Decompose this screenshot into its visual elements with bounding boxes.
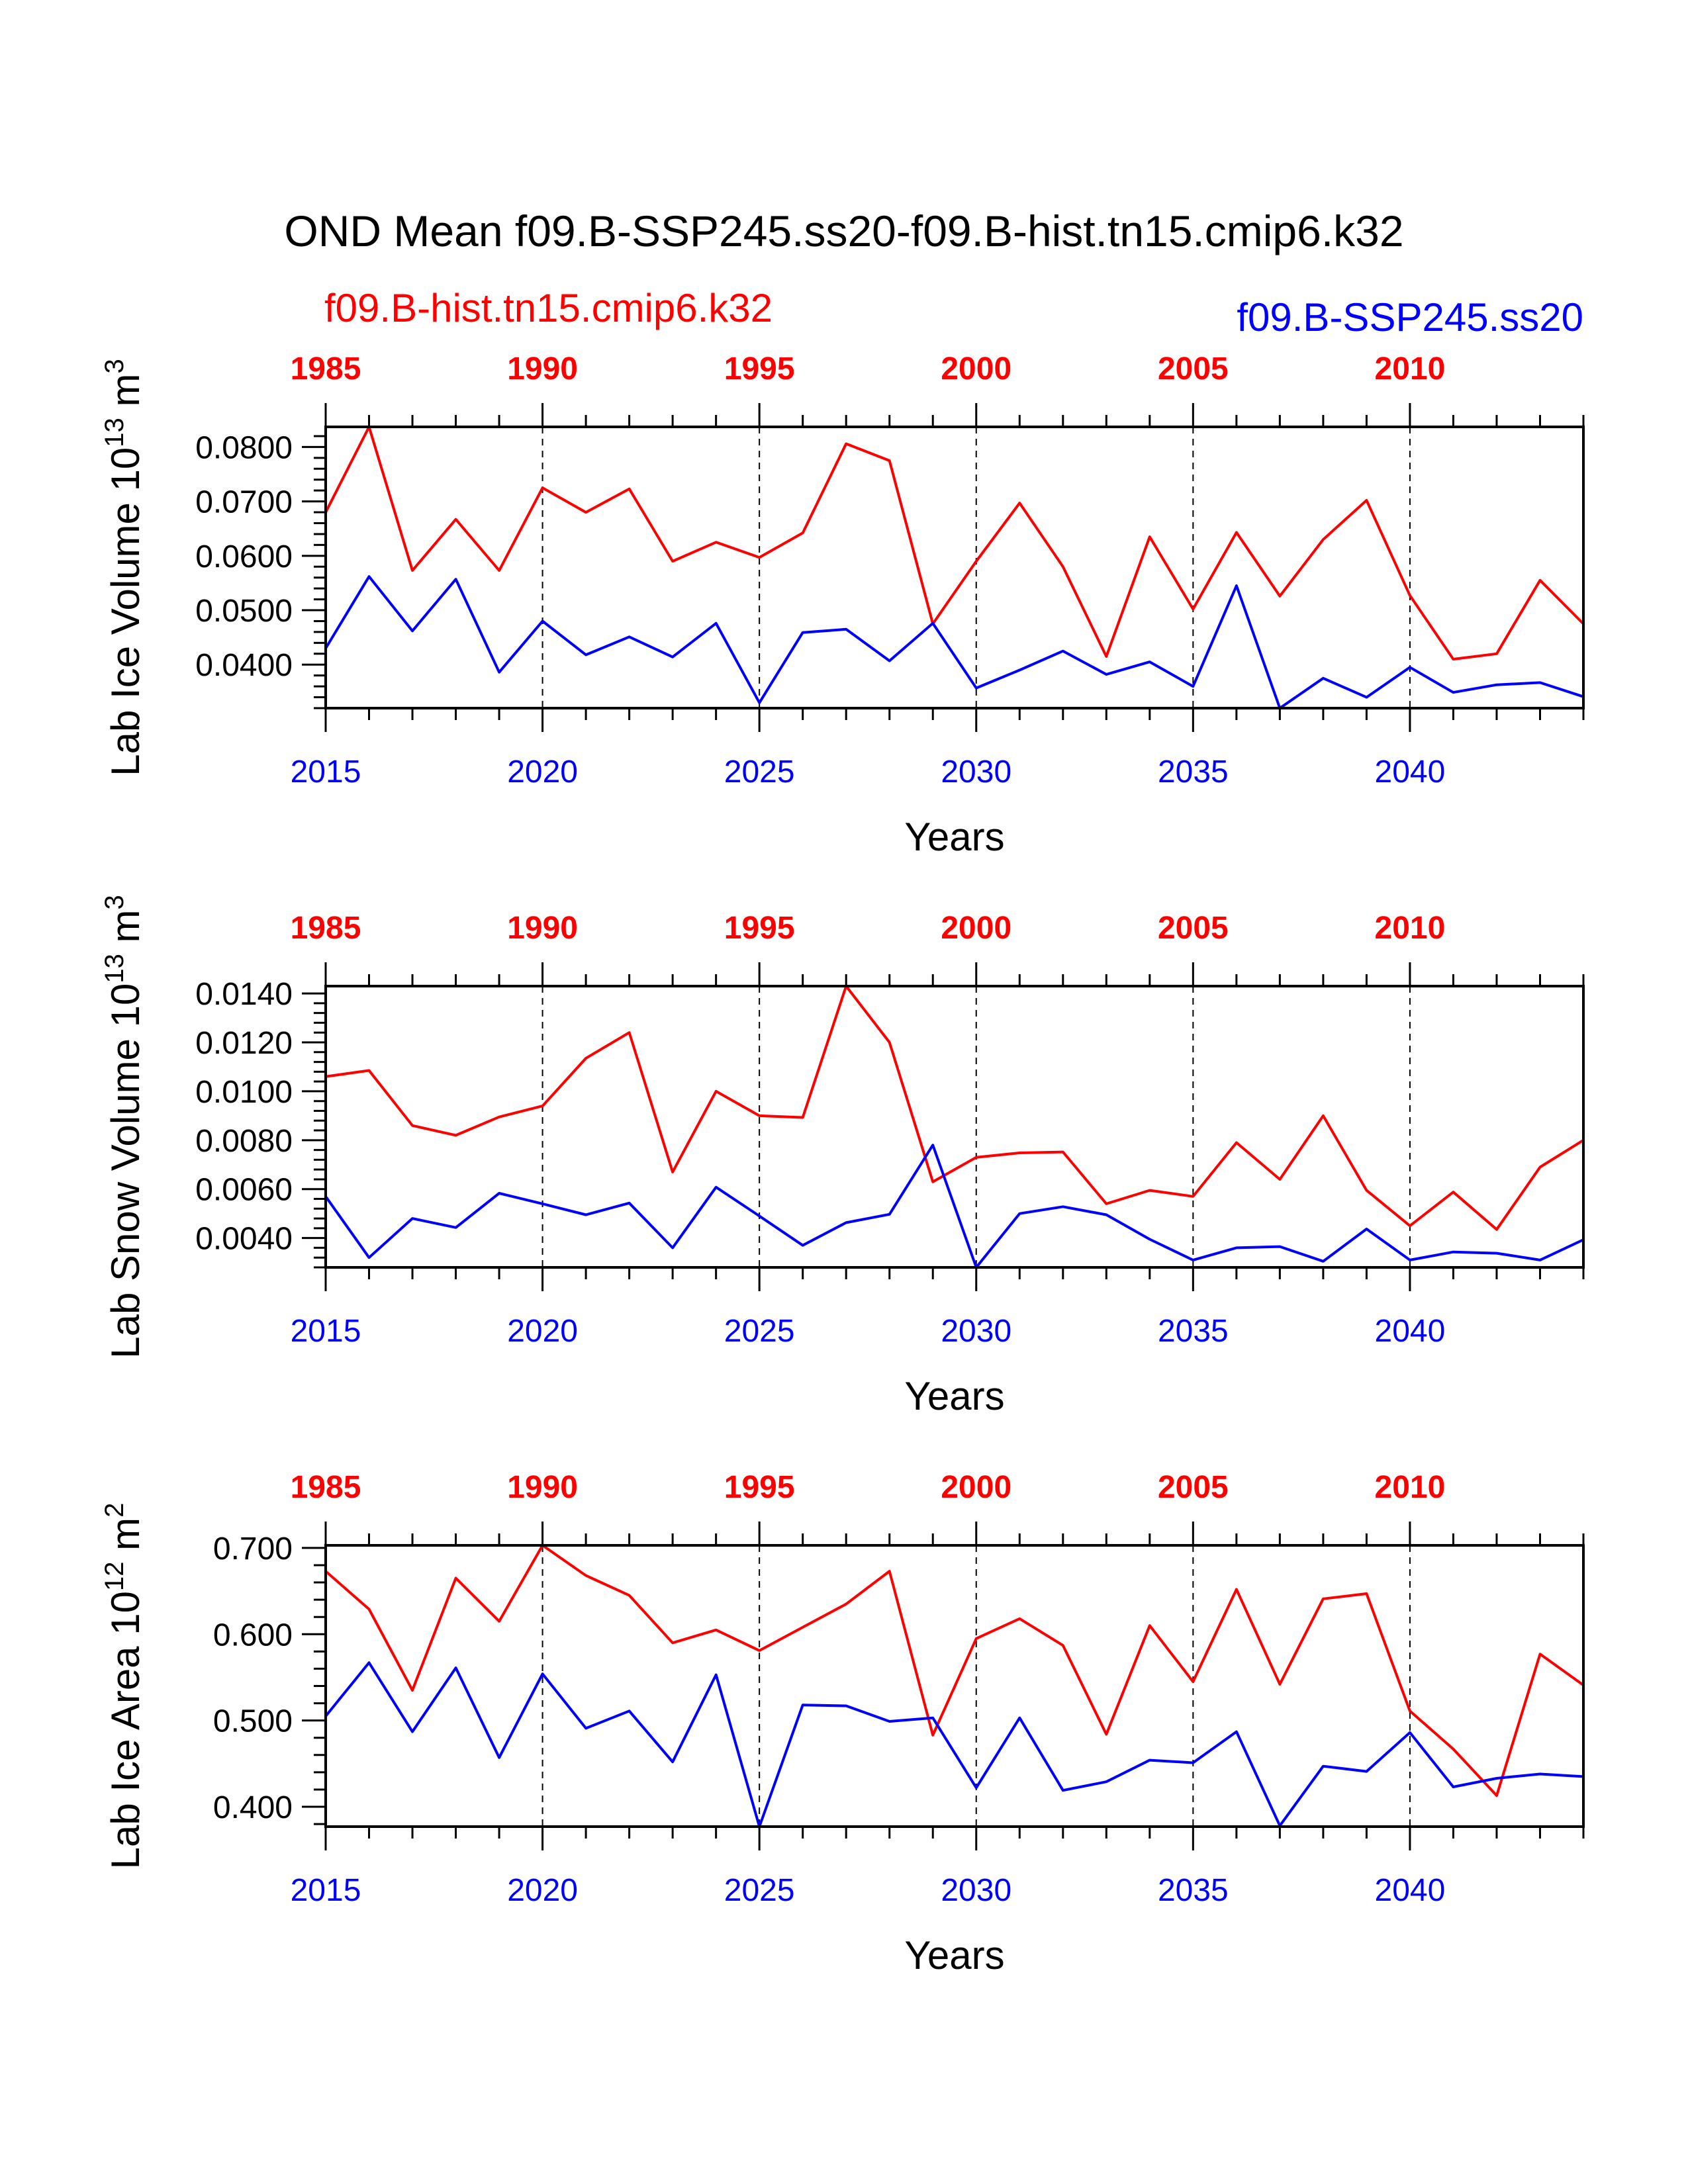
x-tick-label-top: 1995 bbox=[724, 1470, 795, 1505]
legend-hist-label: f09.B-hist.tn15.cmip6.k32 bbox=[324, 286, 773, 330]
y-tick-label: 0.0600 bbox=[195, 539, 293, 574]
legend-ssp-label: f09.B-SSP245.ss20 bbox=[1237, 295, 1583, 340]
panel-3: 2015 1985 2020 1990 2025 1995 2030 2000 2035 2005… bbox=[100, 1470, 1585, 1978]
y-axis-title-unit-exponent: 3 bbox=[100, 359, 129, 373]
x-tick-label-top: 2005 bbox=[1158, 1470, 1229, 1505]
x-tick-label-top: 2000 bbox=[941, 351, 1011, 387]
x-tick-label-top: 1985 bbox=[291, 911, 361, 946]
y-axis-title-exponent: 12 bbox=[100, 1562, 129, 1592]
x-axis-title: Years bbox=[904, 1933, 1004, 1978]
panels: 2015 1985 2020 1990 2025 1995 2030 2000 2035 2005… bbox=[100, 351, 1585, 1978]
y-axis-title-main: Lab Snow Volume 10 bbox=[103, 983, 148, 1359]
x-tick-label-bottom: 2020 bbox=[507, 754, 578, 790]
x-tick-label-bottom: 2035 bbox=[1158, 1314, 1229, 1349]
y-axis-title-unit: m bbox=[103, 1518, 148, 1562]
y-axis-title-main: Lab Ice Volume 10 bbox=[103, 447, 148, 776]
x-tick-label-bottom: 2015 bbox=[291, 1314, 361, 1349]
y-tick-label: 0.0400 bbox=[195, 648, 293, 683]
x-tick-label-top: 1985 bbox=[291, 351, 361, 387]
y-axis-title-exponent: 13 bbox=[100, 418, 129, 447]
x-tick-label-top: 1990 bbox=[507, 1470, 578, 1505]
y-axis-title-unit: m bbox=[103, 374, 148, 418]
x-tick-label-bottom: 2040 bbox=[1375, 754, 1446, 790]
y-axis-title-unit-exponent: 3 bbox=[100, 895, 129, 909]
y-tick-label: 0.0040 bbox=[195, 1222, 293, 1257]
x-tick-label-bottom: 2020 bbox=[507, 1873, 578, 1908]
y-axis-title: Lab Ice Volume 1013 m3 bbox=[100, 359, 148, 776]
y-tick-label: 0.0140 bbox=[195, 977, 293, 1012]
y-tick-label: 0.0080 bbox=[195, 1124, 293, 1159]
y-tick-label: 0.0700 bbox=[195, 485, 293, 520]
x-tick-label-top: 2010 bbox=[1375, 1470, 1446, 1505]
x-tick-label-top: 2000 bbox=[941, 1470, 1011, 1505]
y-axis-title-unit-exponent: 2 bbox=[100, 1503, 129, 1518]
panel-1: 2015 1985 2020 1990 2025 1995 2030 2000 2035 2005… bbox=[100, 351, 1585, 859]
y-axis-title-exponent: 13 bbox=[100, 954, 129, 983]
x-tick-label-bottom: 2020 bbox=[507, 1314, 578, 1349]
panel-2: 2015 1985 2020 1990 2025 1995 2030 2000 2035 2005… bbox=[100, 895, 1585, 1418]
y-tick-label: 0.0120 bbox=[195, 1026, 293, 1061]
x-tick-label-bottom: 2035 bbox=[1158, 754, 1229, 790]
x-tick-label-bottom: 2030 bbox=[941, 1873, 1011, 1908]
x-tick-label-bottom: 2015 bbox=[291, 1873, 361, 1908]
chart-title: OND Mean f09.B-SSP245.ss20-f09.B-hist.tn… bbox=[284, 206, 1403, 255]
x-tick-label-bottom: 2040 bbox=[1375, 1873, 1446, 1908]
y-tick-label: 0.0060 bbox=[195, 1173, 293, 1208]
y-tick-label: 0.500 bbox=[213, 1704, 293, 1739]
x-axis-title: Years bbox=[904, 815, 1004, 859]
x-tick-label-bottom: 2025 bbox=[724, 1314, 795, 1349]
x-tick-label-top: 2010 bbox=[1375, 911, 1446, 946]
series-hist-line bbox=[324, 1544, 1585, 1797]
y-tick-label: 0.0800 bbox=[195, 430, 293, 465]
series-hist-line bbox=[325, 985, 1585, 1231]
y-tick-label: 0.700 bbox=[213, 1531, 293, 1567]
x-tick-label-top: 1995 bbox=[724, 351, 795, 387]
x-axis-title: Years bbox=[904, 1374, 1004, 1418]
x-tick-label-bottom: 2035 bbox=[1158, 1873, 1229, 1908]
x-tick-label-bottom: 2030 bbox=[941, 1314, 1011, 1349]
y-axis-title-unit: m bbox=[103, 910, 148, 954]
x-tick-label-bottom: 2025 bbox=[724, 1873, 795, 1908]
series-hist-line bbox=[324, 426, 1585, 660]
x-tick-label-bottom: 2030 bbox=[941, 754, 1011, 790]
x-tick-label-top: 1990 bbox=[507, 911, 578, 946]
x-tick-label-bottom: 2040 bbox=[1375, 1314, 1446, 1349]
x-tick-label-top: 1995 bbox=[724, 911, 795, 946]
plot-frame bbox=[324, 426, 1585, 709]
x-tick-label-top: 2000 bbox=[941, 911, 1011, 946]
y-tick-label: 0.400 bbox=[213, 1790, 293, 1825]
y-axis-title-main: Lab Ice Area 10 bbox=[103, 1591, 148, 1869]
x-tick-label-top: 2005 bbox=[1158, 351, 1229, 387]
x-tick-label-bottom: 2015 bbox=[291, 754, 361, 790]
series-ssp-line bbox=[324, 1144, 1584, 1269]
x-tick-label-top: 2005 bbox=[1158, 911, 1229, 946]
series-ssp-line bbox=[324, 1661, 1584, 1828]
y-tick-label: 0.0500 bbox=[195, 594, 293, 629]
x-tick-label-bottom: 2025 bbox=[724, 754, 795, 790]
y-axis-title: Lab Ice Area 1012 m2 bbox=[100, 1503, 148, 1870]
x-tick-label-top: 2010 bbox=[1375, 351, 1446, 387]
x-tick-label-top: 1990 bbox=[507, 351, 578, 387]
y-axis-title: Lab Snow Volume 1013 m3 bbox=[100, 895, 148, 1358]
y-tick-label: 0.0100 bbox=[195, 1075, 293, 1110]
plot-frame bbox=[324, 985, 1585, 1269]
y-tick-label: 0.600 bbox=[213, 1617, 293, 1653]
x-tick-label-top: 1985 bbox=[291, 1470, 361, 1505]
series-ssp-line bbox=[324, 575, 1584, 709]
